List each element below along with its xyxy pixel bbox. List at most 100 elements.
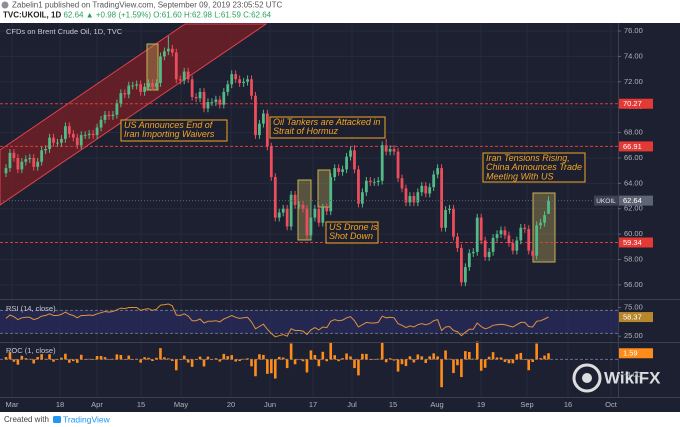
candle-body [115,103,119,115]
candle-body [202,91,206,109]
candle-body [20,161,24,170]
bar [44,358,47,360]
bar [503,359,507,362]
x-tick-label: 17 [309,400,317,409]
bar [230,355,234,360]
candle-body [436,168,440,175]
candle-body [376,180,380,183]
bar [72,359,75,362]
bar [499,357,503,360]
candle-body [440,168,443,228]
bar [420,356,424,360]
annotation-text: Strait of Hormuz [273,126,339,136]
bar [270,359,273,374]
bar [333,355,336,360]
annotation-box [269,116,386,139]
bar [349,356,352,360]
bar [341,358,344,360]
annotation-text: US Announces End of [124,120,214,130]
bar [234,359,237,362]
candle-body [40,150,44,162]
candle-body [119,93,123,104]
bar [95,355,99,360]
bar [527,359,531,371]
bar [396,359,400,372]
symbol-line: TVC:UKOIL, 1D 62.64 ▲ +0.98 (+1.59%) O:6… [3,11,272,20]
candle-body [230,74,234,85]
candle-body [329,176,333,212]
rsi-band [0,310,618,334]
bar [273,359,277,379]
x-tick-label: 19 [477,400,485,409]
bar [365,353,368,360]
bar [202,359,206,367]
bar [317,359,321,367]
candle-body [258,123,261,136]
bar [119,354,123,360]
bar [456,359,459,366]
bar [210,359,214,360]
bar [242,358,245,360]
pane-title: ROC (1, close) [6,346,56,355]
candle-body [178,79,182,81]
x-tick-label: 18 [56,400,64,409]
candle-body [222,91,226,105]
candle-body [535,225,539,256]
candle-body [301,204,305,209]
bar [107,359,111,360]
x-tick-label: May [174,400,188,409]
candle-body [16,157,20,170]
candle-body [265,113,269,147]
candle-body [463,267,467,283]
candle-body [281,208,285,213]
x-tick-label: Jul [347,400,357,409]
x-tick-label: Jun [264,400,276,409]
bar [75,359,79,363]
bar [285,359,289,369]
value-label: 62.64 [623,196,642,205]
bar [262,354,265,360]
candle-body [166,48,170,52]
y-tick-label: 72.00 [624,77,643,86]
candle-body [515,240,519,251]
value-label: 59.34 [623,238,642,247]
candle-body [210,102,214,103]
candle-body [349,150,352,157]
bar [60,357,63,360]
candle-body [531,250,535,256]
x-tick-label: Mar [6,400,19,409]
bar [139,359,142,363]
bar [507,359,511,364]
x-tick-label: Sep [520,400,533,409]
footer-created: Created with [4,415,49,424]
value-label-box [619,237,653,248]
x-tick-label: Aug [430,400,443,409]
change: ▲ +0.98 (+1.59%) [86,11,152,20]
bar [36,357,39,360]
candle-body [254,95,257,136]
bar [388,358,392,360]
bar [171,359,174,361]
bar [206,356,210,360]
bar [301,359,305,362]
y-tick-label: 56.00 [624,280,643,289]
candle-body [444,210,447,228]
bar [254,359,257,377]
candle-body [432,174,436,188]
bar [32,359,36,364]
candle-body [186,71,190,80]
bar [428,356,432,360]
bar [250,359,253,367]
candle-body [527,229,531,251]
bar [289,343,293,360]
avatar [1,1,9,9]
candle-body [388,149,392,152]
x-tick-label: 16 [564,400,572,409]
bar [432,353,435,360]
bar [361,353,364,360]
bar [412,359,416,363]
bar [440,359,443,388]
pane-title: CFDs on Brent Crude Oil, 1D, TVC [6,27,123,36]
value-label: 1.59 [623,349,638,358]
value-label: 70.27 [623,99,642,108]
